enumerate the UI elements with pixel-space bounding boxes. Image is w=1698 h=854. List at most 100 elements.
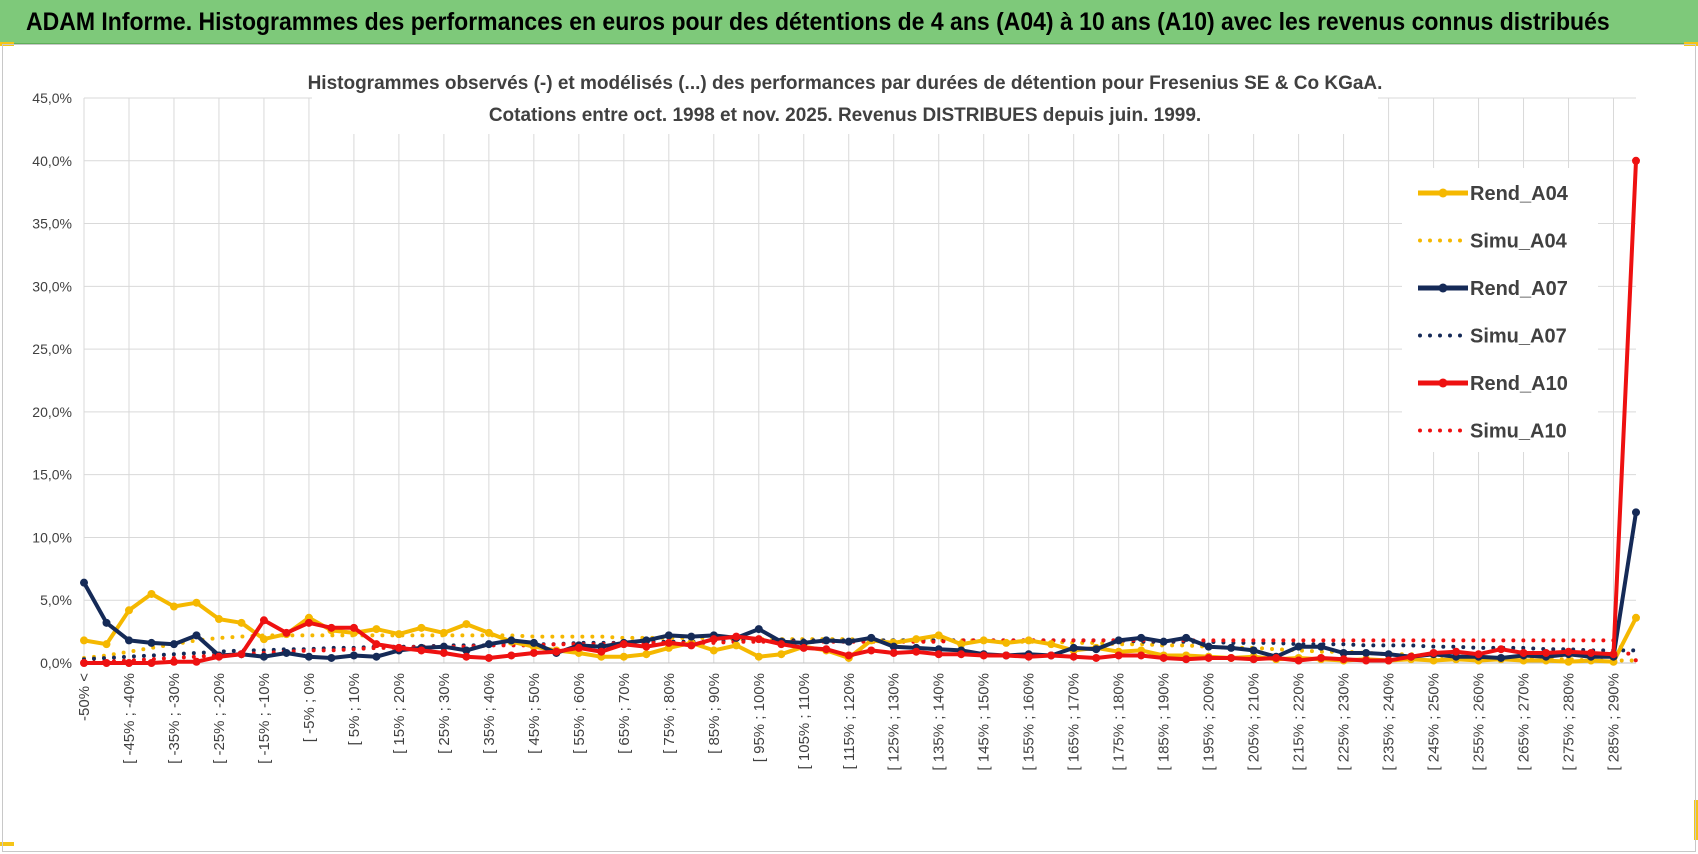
data-point-rend-a04: [259, 635, 268, 644]
data-point-rend-a04: [957, 640, 966, 649]
x-tick-label: [ 195% ; 200%: [1201, 673, 1218, 771]
data-point-rend-a10: [912, 647, 921, 656]
data-point-rend-a04: [777, 650, 786, 659]
legend: Rend_A04 Simu_A04 Rend_A07 Simu_A07 Rend_A10…: [1418, 183, 1569, 443]
data-point-rend-a07: [1632, 508, 1640, 517]
legend-label-simu-a07: Simu_A07: [1470, 326, 1567, 348]
data-point-rend-a10: [1542, 648, 1551, 657]
data-point-rend-a04: [237, 618, 246, 627]
data-point-rend-a10: [462, 652, 471, 661]
data-point-rend-a04: [1564, 657, 1573, 666]
data-point-rend-a07: [282, 648, 291, 657]
data-point-rend-a04: [214, 615, 223, 624]
data-point-rend-a10: [889, 648, 898, 657]
data-point-rend-a07: [372, 652, 381, 661]
data-point-rend-a07: [192, 631, 201, 640]
data-point-rend-a10: [1429, 648, 1438, 657]
data-point-rend-a07: [1069, 643, 1078, 652]
data-point-rend-a10: [304, 618, 313, 627]
data-point-rend-a04: [484, 628, 493, 637]
data-point-rend-a10: [1497, 645, 1506, 654]
data-point-rend-a10: [957, 650, 966, 659]
data-point-rend-a04: [1047, 640, 1056, 649]
x-tick-label: [ 145% ; 150%: [976, 673, 993, 771]
chart-title-line2: Cotations entre oct. 1998 et nov. 2025. …: [489, 105, 1201, 126]
series-line-rend-a10: [84, 160, 1638, 665]
report-title: ADAM Informe. Histogrammes des performan…: [26, 8, 1610, 36]
legend-background: [1402, 168, 1598, 452]
data-point-rend-a10: [80, 659, 88, 667]
chart-title-line1: Histogrammes observés (-) et modélisés (…: [308, 73, 1383, 94]
data-point-rend-a07: [147, 638, 156, 647]
data-point-rend-a07: [1159, 637, 1168, 646]
data-point-rend-a04: [80, 636, 88, 645]
data-point-rend-a04: [124, 606, 133, 615]
data-point-rend-a10: [1474, 650, 1483, 659]
data-point-rend-a10: [1452, 647, 1461, 656]
data-point-rend-a07: [1227, 643, 1236, 652]
data-point-rend-a07: [507, 636, 516, 645]
x-tick-label: [ 245% ; 250%: [1426, 673, 1443, 771]
y-tick-label: 15,0%: [32, 467, 72, 483]
data-point-rend-a07: [822, 636, 831, 645]
data-point-rend-a07: [844, 637, 853, 646]
data-point-rend-a04: [1002, 638, 1011, 647]
legend-label-rend-a07: Rend_A07: [1470, 278, 1568, 300]
data-point-rend-a10: [687, 641, 696, 650]
data-point-rend-a07: [642, 636, 651, 645]
data-point-rend-a04: [619, 652, 628, 661]
x-tick-label: [ 25% ; 30%: [436, 673, 453, 754]
data-point-rend-a10: [1159, 653, 1168, 662]
legend-label-rend-a10: Rend_A10: [1470, 373, 1568, 395]
x-tick-label: [ 275% ; 280%: [1561, 673, 1578, 771]
series-line-simu-a04: [82, 633, 1638, 663]
x-axis-ticks: -50% < [ -45% ; -40% [ -35% ; -30% [ -25% ;…: [76, 673, 1623, 771]
data-point-rend-a10: [1294, 656, 1303, 665]
data-point-rend-a04: [394, 630, 403, 639]
x-tick-label: [ 85% ; 90%: [706, 673, 723, 754]
data-point-rend-a04: [979, 636, 988, 645]
y-axis-ticks: 0,0% 5,0% 10,0% 15,0% 20,0% 25,0% 30,0% 35,0% 40…: [32, 90, 72, 671]
data-point-rend-a10: [934, 650, 943, 659]
data-point-rend-a07: [1317, 642, 1326, 651]
series-line-simu-a07: [82, 638, 1638, 662]
data-point-rend-a07: [1114, 636, 1123, 645]
x-tick-label: [ 165% ; 170%: [1066, 673, 1083, 771]
data-point-rend-a07: [439, 642, 448, 651]
x-tick-label: [ 225% ; 230%: [1336, 673, 1353, 771]
x-tick-label: [ -45% ; -40%: [121, 673, 138, 764]
x-tick-label: [ 5% ; 10%: [346, 673, 363, 746]
y-tick-label: 30,0%: [32, 278, 72, 294]
x-tick-label: [ -15% ; -10%: [256, 673, 273, 764]
x-tick-label: [ 35% ; 40%: [481, 673, 498, 754]
data-point-rend-a10: [529, 648, 538, 657]
y-tick-label: 20,0%: [32, 404, 72, 420]
data-point-rend-a04: [417, 623, 426, 632]
data-point-rend-a10: [732, 632, 741, 641]
data-point-rend-a10: [192, 657, 201, 666]
data-point-rend-a07: [1249, 646, 1258, 655]
x-tick-label: [ 155% ; 160%: [1021, 673, 1038, 771]
data-point-rend-a10: [102, 659, 111, 667]
data-point-rend-a04: [169, 602, 178, 611]
data-point-rend-a10: [1632, 156, 1640, 165]
data-point-rend-a10: [1317, 653, 1326, 662]
series-line-rend-a07: [82, 511, 1638, 660]
data-point-rend-a10: [1092, 653, 1101, 662]
y-tick-label: 10,0%: [32, 529, 72, 545]
data-point-rend-a07: [1092, 645, 1101, 654]
x-tick-label: [ -5% ; 0%: [301, 673, 318, 742]
data-point-rend-a10: [574, 643, 583, 652]
data-point-rend-a04: [439, 628, 448, 637]
x-tick-label: [ -35% ; -30%: [166, 673, 183, 764]
x-tick-label: [ 125% ; 130%: [886, 673, 903, 771]
legend-marker-rend-a10: [1438, 378, 1448, 388]
data-point-rend-a10: [439, 648, 448, 657]
data-point-rend-a04: [732, 641, 741, 650]
y-tick-label: 40,0%: [32, 153, 72, 169]
data-point-rend-a04: [102, 640, 111, 649]
data-point-rend-a07: [687, 632, 696, 641]
data-point-rend-a10: [1024, 652, 1033, 661]
data-point-rend-a07: [124, 636, 133, 645]
